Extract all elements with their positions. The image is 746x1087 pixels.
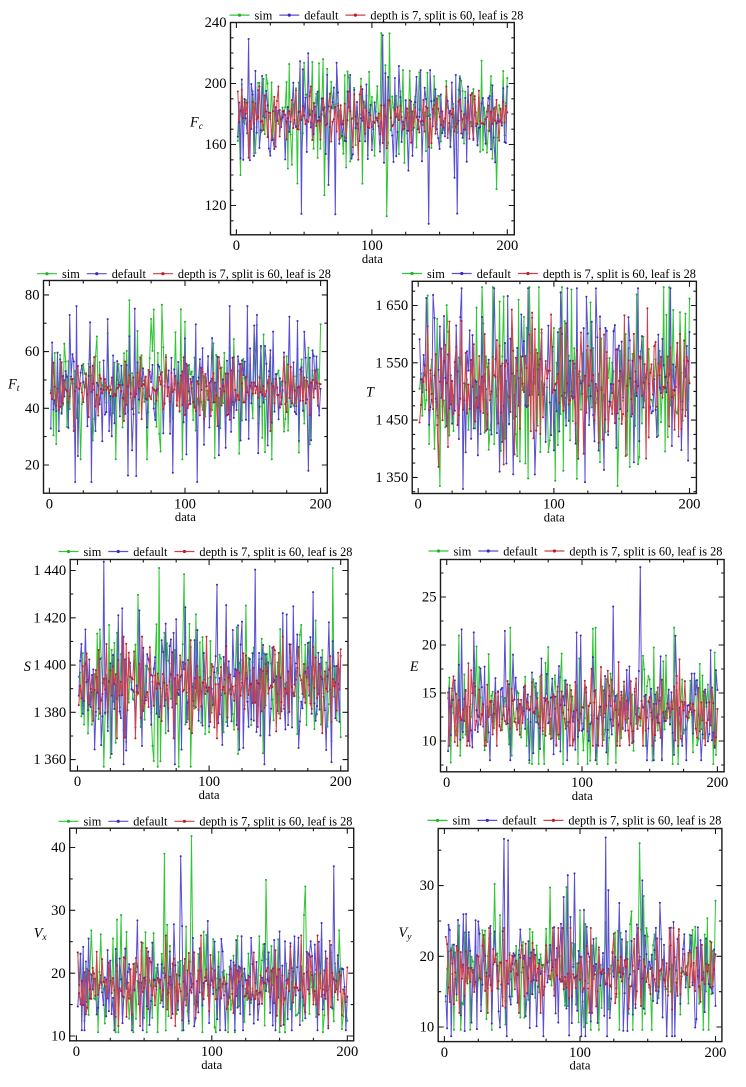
svg-text:depth is 7, split is 60, leaf: depth is 7, split is 60, leaf is 28	[543, 267, 696, 281]
svg-text:1 360: 1 360	[33, 752, 66, 768]
svg-text:Vy: Vy	[399, 925, 413, 943]
svg-text:sim: sim	[453, 814, 471, 828]
svg-text:0: 0	[73, 1044, 80, 1060]
svg-text:100: 100	[571, 775, 593, 791]
svg-text:data: data	[544, 511, 565, 525]
svg-text:1 380: 1 380	[33, 705, 66, 721]
svg-text:default: default	[502, 814, 537, 828]
svg-text:depth is 7, split is 60, leaf: depth is 7, split is 60, leaf is 28	[568, 814, 721, 828]
svg-text:100: 100	[198, 774, 220, 790]
svg-text:25: 25	[422, 590, 437, 606]
svg-text:default: default	[133, 815, 168, 829]
svg-text:30: 30	[420, 878, 435, 894]
svg-text:data: data	[572, 789, 593, 803]
svg-text:100: 100	[543, 497, 565, 513]
svg-text:default: default	[503, 544, 538, 558]
svg-text:depth is 7, split is 60, leaf: depth is 7, split is 60, leaf is 28	[178, 267, 331, 281]
svg-text:1 350: 1 350	[375, 470, 408, 486]
svg-text:200: 200	[330, 774, 352, 790]
svg-text:sim: sim	[84, 815, 102, 829]
svg-text:1 450: 1 450	[375, 413, 408, 429]
svg-text:data: data	[199, 788, 220, 802]
svg-text:1 440: 1 440	[33, 563, 66, 579]
svg-text:200: 200	[705, 1045, 727, 1061]
svg-text:200: 200	[310, 496, 332, 512]
svg-text:0: 0	[441, 1045, 448, 1061]
svg-text:default: default	[133, 545, 168, 559]
svg-text:0: 0	[46, 496, 53, 512]
svg-text:1 400: 1 400	[33, 658, 66, 674]
svg-text:20: 20	[422, 638, 437, 654]
svg-text:20: 20	[51, 966, 66, 982]
svg-text:depth is 7, split is 60, leaf: depth is 7, split is 60, leaf is 28	[199, 545, 352, 559]
svg-text:100: 100	[569, 1045, 591, 1061]
svg-text:0: 0	[415, 497, 422, 513]
svg-text:T: T	[366, 385, 375, 401]
svg-text:100: 100	[361, 238, 383, 254]
svg-text:0: 0	[74, 774, 81, 790]
svg-text:40: 40	[51, 840, 66, 856]
svg-text:200: 200	[679, 497, 701, 513]
svg-text:10: 10	[420, 1020, 435, 1036]
svg-text:default: default	[477, 267, 512, 281]
svg-text:depth is 7, split is 60, leaf: depth is 7, split is 60, leaf is 28	[569, 544, 722, 558]
svg-text:10: 10	[51, 1029, 66, 1045]
svg-text:S: S	[24, 659, 31, 675]
svg-text:1 650: 1 650	[375, 298, 408, 314]
svg-text:Vx: Vx	[34, 926, 48, 944]
svg-text:data: data	[362, 252, 383, 266]
svg-text:default: default	[304, 8, 339, 22]
svg-text:10: 10	[422, 734, 437, 750]
svg-text:0: 0	[443, 775, 450, 791]
svg-text:sim: sim	[84, 545, 102, 559]
svg-text:data: data	[175, 510, 196, 524]
svg-text:sim: sim	[454, 544, 472, 558]
svg-text:80: 80	[25, 288, 40, 304]
svg-text:200: 200	[336, 1044, 358, 1060]
svg-text:200: 200	[706, 775, 728, 791]
svg-text:15: 15	[422, 686, 437, 702]
svg-text:60: 60	[25, 344, 40, 360]
svg-text:20: 20	[25, 458, 40, 474]
svg-text:120: 120	[205, 198, 227, 214]
svg-text:200: 200	[205, 76, 227, 92]
svg-text:240: 240	[205, 15, 227, 31]
svg-text:1 550: 1 550	[375, 355, 408, 371]
svg-text:100: 100	[174, 496, 196, 512]
svg-text:100: 100	[201, 1044, 223, 1060]
svg-text:40: 40	[25, 401, 40, 417]
svg-text:depth is 7, split is 60, leaf: depth is 7, split is 60, leaf is 28	[370, 8, 523, 22]
svg-text:200: 200	[496, 238, 518, 254]
svg-text:depth is 7, split is 60, leaf: depth is 7, split is 60, leaf is 28	[199, 815, 352, 829]
svg-text:1 420: 1 420	[33, 610, 66, 626]
svg-text:160: 160	[205, 137, 227, 153]
svg-text:Ft: Ft	[7, 377, 20, 395]
svg-text:E: E	[409, 659, 419, 675]
svg-text:0: 0	[233, 238, 240, 254]
svg-text:20: 20	[420, 949, 435, 965]
svg-text:default: default	[112, 267, 147, 281]
svg-text:data: data	[570, 1059, 591, 1073]
svg-text:sim: sim	[427, 267, 445, 281]
svg-text:sim: sim	[62, 267, 80, 281]
svg-text:Fc: Fc	[189, 115, 204, 133]
svg-text:data: data	[201, 1058, 222, 1072]
svg-text:sim: sim	[255, 8, 273, 22]
svg-text:30: 30	[51, 903, 66, 919]
